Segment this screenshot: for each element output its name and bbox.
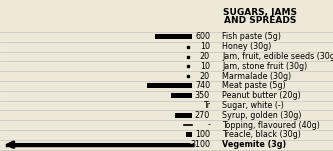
Text: Honey (30g): Honey (30g) <box>222 42 271 51</box>
Text: 10: 10 <box>200 42 210 51</box>
Text: Peanut butter (20g): Peanut butter (20g) <box>222 91 301 100</box>
Text: 20: 20 <box>200 72 210 81</box>
Text: Treacle, black (30g): Treacle, black (30g) <box>222 130 301 139</box>
Text: 10: 10 <box>200 62 210 71</box>
Text: Jam, stone fruit (30g): Jam, stone fruit (30g) <box>222 62 307 71</box>
Text: SUGARS, JAMS: SUGARS, JAMS <box>223 8 297 17</box>
Text: Topping, flavoured (40g): Topping, flavoured (40g) <box>222 121 320 130</box>
Text: Meat paste (5g): Meat paste (5g) <box>222 81 286 90</box>
Bar <box>170 93 192 98</box>
Text: -: - <box>207 121 210 130</box>
Text: Fish paste (5g): Fish paste (5g) <box>222 32 281 41</box>
Text: 270: 270 <box>195 111 210 120</box>
Bar <box>155 34 192 39</box>
Text: AND SPREADS: AND SPREADS <box>224 16 296 25</box>
Text: 600: 600 <box>195 32 210 41</box>
Text: 350: 350 <box>195 91 210 100</box>
Bar <box>175 113 192 118</box>
Text: 740: 740 <box>195 81 210 90</box>
Text: 3100: 3100 <box>190 140 210 149</box>
Text: Sugar, white (-): Sugar, white (-) <box>222 101 284 110</box>
Text: 20: 20 <box>200 52 210 61</box>
Text: Marmalade (30g): Marmalade (30g) <box>222 72 291 81</box>
Text: Vegemite (3g): Vegemite (3g) <box>222 140 286 149</box>
Text: Syrup, golden (30g): Syrup, golden (30g) <box>222 111 301 120</box>
Text: 100: 100 <box>195 130 210 139</box>
Text: Tr: Tr <box>203 101 210 110</box>
Text: Jam, fruit, edible seeds (30g): Jam, fruit, edible seeds (30g) <box>222 52 333 61</box>
Bar <box>186 132 192 137</box>
Bar <box>147 83 192 88</box>
